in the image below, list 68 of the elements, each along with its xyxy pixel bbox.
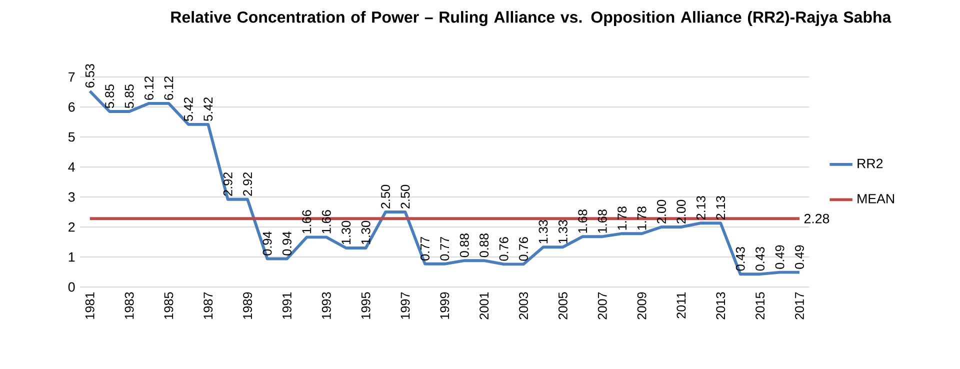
data-label: 2.13 (716, 196, 726, 220)
data-label: 1.30 (361, 220, 370, 244)
data-label: 0.88 (480, 234, 489, 258)
x-tick-label: 1989 (243, 292, 252, 319)
data-label: 0.77 (420, 236, 430, 260)
data-label: 2.92 (243, 172, 252, 196)
data-label: 2.50 (400, 184, 410, 208)
data-label: 1.33 (558, 220, 568, 244)
data-label: 0.49 (794, 245, 804, 269)
legend-label: MEAN (858, 194, 894, 204)
y-tick-label: 4 (68, 162, 75, 172)
x-tick-label: 1987 (204, 292, 213, 319)
data-label: 5.85 (124, 84, 134, 108)
data-label: 6.12 (144, 76, 154, 100)
data-label: 0.76 (519, 237, 528, 261)
data-label: 1.68 (578, 210, 588, 233)
data-label: 1.78 (637, 206, 646, 230)
y-tick-label: 5 (68, 132, 75, 142)
data-label: 6.12 (164, 76, 174, 100)
x-tick-label: 1981 (85, 292, 94, 319)
y-tick-label: 1 (68, 252, 75, 262)
y-tick-label: 7 (68, 72, 75, 82)
data-label: 5.42 (204, 97, 213, 121)
data-label: 1.30 (342, 220, 351, 244)
data-label: 6.53 (85, 64, 94, 88)
y-tick-label: 2 (68, 222, 75, 232)
x-tick-label: 2015 (756, 292, 765, 320)
data-label: 2.00 (657, 200, 666, 224)
y-tick-label: 3 (68, 192, 75, 202)
data-label: 5.85 (105, 84, 114, 108)
data-label: 0.43 (756, 247, 765, 271)
x-tick-label: 2001 (480, 292, 489, 320)
x-tick-label: 1991 (282, 292, 292, 319)
data-label: 0.43 (736, 247, 745, 271)
data-label: 1.33 (538, 220, 548, 244)
x-tick-label: 1999 (440, 292, 450, 319)
data-label: 1.66 (302, 210, 312, 234)
data-label: 1.66 (322, 210, 331, 234)
x-tick-label: 1995 (361, 292, 370, 319)
chart-title: Relative Concentration of Power – Ruling Alliance vs. Opposition Alliance (RR2)-Rajya Sabha (171, 11, 892, 26)
data-label: 2.13 (696, 196, 706, 220)
data-label: 0.94 (282, 232, 292, 256)
data-label: 0.88 (460, 234, 469, 258)
x-tick-label: 1993 (322, 292, 331, 319)
data-label: 0.76 (499, 237, 508, 261)
data-label: 0.94 (262, 232, 272, 256)
data-label: 2.28 (804, 214, 830, 224)
data-label: 1.68 (598, 210, 607, 233)
x-tick-label: 2011 (676, 292, 686, 318)
x-tick-label: 1985 (164, 292, 174, 319)
x-tick-label: 2005 (558, 292, 568, 320)
x-tick-label: 2017 (794, 292, 804, 320)
x-tick-label: 2009 (637, 292, 646, 320)
x-tick-label: 2003 (519, 292, 528, 320)
x-tick-label: 1983 (124, 292, 134, 319)
data-label: 0.49 (775, 245, 784, 269)
data-label: 5.42 (184, 97, 193, 121)
x-tick-label: 2007 (598, 292, 607, 320)
data-label: 2.50 (381, 184, 390, 208)
y-tick-label: 6 (68, 102, 75, 112)
legend-label: RR2 (858, 158, 883, 168)
data-label: 1.78 (618, 206, 627, 230)
x-tick-label: 1997 (400, 292, 410, 319)
x-tick-label: 2013 (716, 292, 726, 320)
y-tick-label: 0 (68, 282, 75, 292)
data-label: 2.92 (223, 172, 232, 196)
data-label: 0.77 (440, 236, 450, 260)
data-label: 2.00 (676, 200, 686, 224)
